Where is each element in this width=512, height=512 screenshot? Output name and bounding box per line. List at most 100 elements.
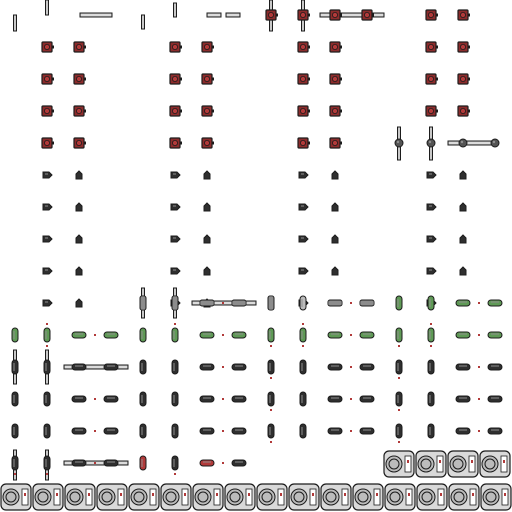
pump-icon <box>327 363 343 371</box>
pipe-cap-icon <box>426 171 437 179</box>
valve-icon <box>169 105 182 117</box>
pump-icon <box>487 427 503 435</box>
pipe-segment-icon <box>13 14 17 32</box>
valve-icon <box>201 41 214 53</box>
valve-icon <box>297 105 310 117</box>
valve-icon <box>457 73 470 85</box>
pump-icon <box>71 459 87 467</box>
connector-dot-icon <box>94 398 96 400</box>
pump-icon <box>71 395 87 403</box>
connector-dot-icon <box>350 398 352 400</box>
connector-dot-icon <box>270 441 272 443</box>
pump-icon <box>231 459 247 467</box>
pump-icon <box>231 331 247 339</box>
pump-icon <box>267 295 275 311</box>
fan-machine-icon <box>384 483 416 511</box>
fan-machine-icon <box>64 483 96 511</box>
pump-icon <box>199 363 215 371</box>
pipe-cap-icon <box>170 235 181 243</box>
pump-icon <box>171 359 179 375</box>
connector-dot-icon <box>222 430 224 432</box>
connector-dot-icon <box>222 366 224 368</box>
pipe-cap-icon <box>42 267 53 275</box>
pipe-cap-icon <box>203 234 211 244</box>
pump-icon <box>427 423 435 439</box>
pump-icon <box>71 427 87 435</box>
fan-machine-icon <box>480 483 512 511</box>
connector-dot-icon <box>478 430 480 432</box>
pump-icon <box>395 423 403 439</box>
fan-machine-icon <box>32 483 64 511</box>
pipe-cap-icon <box>298 235 309 243</box>
valve-icon <box>169 41 182 53</box>
pump-icon <box>199 427 215 435</box>
pump-icon <box>327 427 343 435</box>
pipe-cap-icon <box>42 171 53 179</box>
pump-icon <box>455 299 471 307</box>
pump-icon <box>139 359 147 375</box>
pipe-cap-icon <box>75 202 83 212</box>
connector-dot-icon <box>222 462 224 464</box>
pump-icon <box>11 391 19 407</box>
connector-dot-icon <box>14 473 16 475</box>
valve-icon <box>361 9 374 21</box>
pump-icon <box>487 363 503 371</box>
pump-icon <box>103 363 119 371</box>
valve-icon <box>265 9 278 21</box>
fan-machine-icon <box>448 483 480 511</box>
fan-machine-icon <box>352 483 384 511</box>
valve-icon <box>297 9 310 21</box>
pump-icon <box>359 363 375 371</box>
valve-icon <box>297 137 310 149</box>
pump-icon <box>199 395 215 403</box>
pump-icon <box>487 395 503 403</box>
pump-icon <box>171 327 179 343</box>
pipe-segment-icon <box>45 0 49 16</box>
pump-icon <box>171 391 179 407</box>
pump-icon <box>231 363 247 371</box>
pump-icon <box>359 395 375 403</box>
pipe-cap-icon <box>170 203 181 211</box>
pipe-cap-icon <box>459 266 467 276</box>
valve-icon <box>169 137 182 149</box>
pump-icon <box>455 331 471 339</box>
pump-icon <box>427 359 435 375</box>
pump-icon <box>359 331 375 339</box>
valve-icon <box>73 137 86 149</box>
connector-dot-icon <box>398 377 400 379</box>
connector-dot-icon <box>46 345 48 347</box>
pump-icon <box>231 395 247 403</box>
pipe-cap-icon <box>426 203 437 211</box>
valve-icon <box>297 73 310 85</box>
pipe-cap-icon <box>298 267 309 275</box>
valve-icon <box>41 105 54 117</box>
pump-icon <box>455 363 471 371</box>
machine-layer <box>0 450 512 511</box>
pump-icon <box>231 427 247 435</box>
pump-icon <box>71 331 87 339</box>
valve-icon <box>425 73 438 85</box>
valve-icon <box>201 73 214 85</box>
connector-dot-icon <box>430 345 432 347</box>
pump-icon <box>11 455 19 471</box>
connector-dot-icon <box>94 462 96 464</box>
sprite-layer <box>11 9 503 475</box>
pipe-cap-icon <box>331 202 339 212</box>
pump-icon <box>43 327 51 343</box>
connector-dot-icon <box>350 302 352 304</box>
fan-machine-icon <box>96 483 128 511</box>
fan-machine-icon <box>320 483 352 511</box>
pump-icon <box>487 299 503 307</box>
pump-icon <box>487 331 503 339</box>
pipe-cap-icon <box>458 138 468 148</box>
pump-icon <box>43 423 51 439</box>
pump-icon <box>43 359 51 375</box>
valve-icon <box>297 41 310 53</box>
pipe-cap-icon <box>459 202 467 212</box>
pipe-cap-icon <box>203 202 211 212</box>
connector-dot-icon <box>174 473 176 475</box>
pump-icon <box>359 427 375 435</box>
pump-icon <box>139 295 147 311</box>
